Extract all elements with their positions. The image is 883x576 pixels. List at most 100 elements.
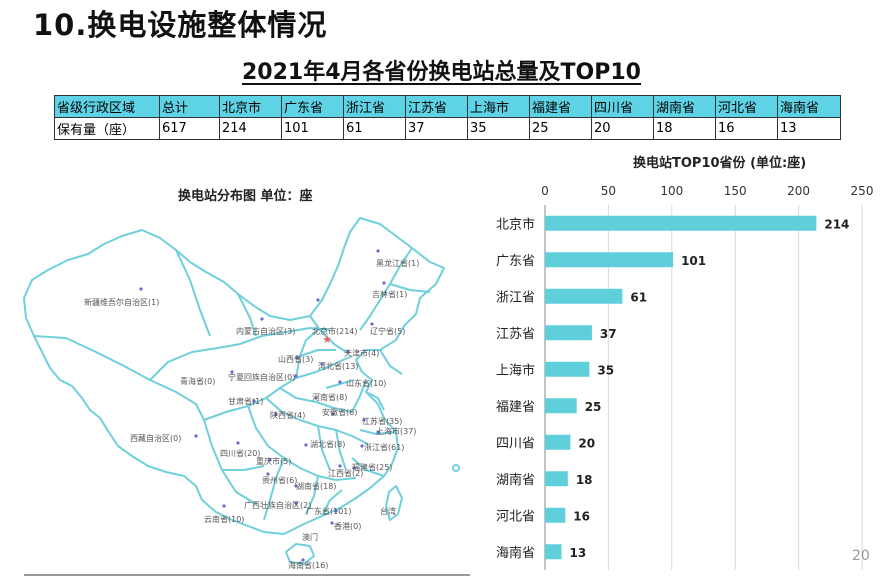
table-header-cell: 浙江省 — [343, 95, 406, 118]
data-label: 25 — [585, 400, 602, 414]
table-header-cell: 广东省 — [281, 95, 344, 118]
map-label: 广西壮族自治区(2) — [244, 500, 311, 510]
bar — [545, 544, 562, 560]
data-label: 20 — [578, 436, 595, 450]
x-tick-label: 50 — [601, 184, 616, 198]
map-label: 吉林省(1) — [372, 289, 407, 299]
map-label: 四川省(20) — [220, 448, 260, 458]
x-tick-label: 0 — [541, 184, 549, 198]
map-label: 西藏自治区(0) — [130, 433, 181, 443]
map-label: 河北省(13) — [318, 361, 358, 371]
map-label: 贵州省(6) — [262, 475, 297, 485]
data-label: 18 — [576, 473, 593, 487]
table-cell: 25 — [529, 117, 592, 140]
map-label: 河南省(8) — [312, 392, 347, 402]
bar — [545, 325, 592, 341]
map-labels: 黑龙江省(1) 吉林省(1) 新疆维吾尔自治区(1) 内蒙古自治区(3) 北京市… — [84, 258, 419, 570]
map-label: 湖北省(8) — [310, 439, 345, 449]
table-header-cell: 湖南省 — [653, 95, 716, 118]
table-header-cell: 四川省 — [591, 95, 654, 118]
y-tick-label: 湖南省 — [496, 472, 535, 488]
map-outline — [23, 217, 445, 565]
y-tick-label: 北京市 — [496, 216, 535, 232]
map-label: 宁夏回族自治区(0) — [228, 372, 295, 382]
beijing-star-icon: ★ — [322, 333, 332, 346]
bar — [545, 507, 566, 523]
table-header-cell: 福建省 — [529, 95, 592, 118]
table-cell: 617 — [159, 117, 220, 140]
data-label: 35 — [597, 363, 614, 377]
table-header-cell: 海南省 — [777, 95, 841, 118]
table-header-cell: 上海市 — [467, 95, 530, 118]
chart-title: 换电站TOP10省份 (单位:座) — [633, 156, 807, 171]
map-label: 青海省(0) — [180, 376, 215, 386]
x-tick-label: 200 — [787, 184, 810, 198]
y-tick-label: 江苏省 — [496, 326, 535, 342]
table-cell: 20 — [591, 117, 654, 140]
y-tick-label: 四川省 — [496, 436, 535, 451]
map-label: 山东省(10) — [346, 378, 386, 388]
data-label: 37 — [600, 327, 617, 341]
map-label: 浙江省(61) — [364, 442, 404, 452]
table-cell: 35 — [467, 117, 530, 140]
map-label: 黑龙江省(1) — [376, 258, 419, 268]
map-label: 山西省(3) — [278, 354, 313, 364]
data-label: 101 — [681, 254, 706, 268]
map-label: 澳门 — [302, 532, 318, 542]
bar — [545, 398, 577, 414]
data-label: 16 — [573, 509, 590, 523]
table-header-cell: 河北省 — [715, 95, 778, 118]
south-china-sea-islands — [452, 464, 460, 472]
map-title: 换电站分布图 单位：座 — [178, 189, 313, 204]
stats-table: 省级行政区域 总计 北京市 广东省 浙江省 江苏省 上海市 福建省 四川省 湖南… — [54, 95, 841, 140]
map-label: 台湾 — [380, 506, 396, 516]
map-label: 新疆维吾尔自治区(1) — [84, 297, 159, 307]
table-header-row: 省级行政区域 总计 北京市 广东省 浙江省 江苏省 上海市 福建省 四川省 湖南… — [54, 95, 841, 118]
data-label: 61 — [630, 290, 647, 304]
map-label: 福建省(25) — [352, 462, 392, 472]
table-cell: 37 — [405, 117, 468, 140]
data-label: 13 — [569, 546, 586, 560]
table-cell: 18 — [653, 117, 716, 140]
page-title: 10.换电设施整体情况 — [33, 8, 328, 42]
bar — [545, 288, 623, 304]
map-label: 江西省(2) — [328, 468, 363, 478]
map-label: 重庆市(5) — [256, 456, 291, 466]
map-label: 内蒙古自治区(3) — [236, 326, 295, 336]
page-number: 20 — [852, 548, 870, 564]
bar — [545, 361, 590, 377]
table-cell: 保有量（座） — [54, 117, 160, 140]
x-tick-label: 250 — [851, 184, 874, 198]
y-tick-label: 海南省 — [496, 545, 535, 561]
map-label: 海南省(16) — [288, 560, 328, 570]
map-label: 天津市(4) — [344, 348, 379, 358]
x-tick-label: 150 — [724, 184, 747, 198]
table-data-row: 保有量（座） 617 214 101 61 37 35 25 20 18 16 … — [54, 117, 841, 140]
table-header-cell: 江苏省 — [405, 95, 468, 118]
table-cell: 13 — [777, 117, 841, 140]
table-header-cell: 北京市 — [219, 95, 282, 118]
data-label: 214 — [824, 217, 849, 231]
bar — [545, 471, 568, 487]
map-label: 陕西省(4) — [270, 410, 305, 420]
x-tick-label: 100 — [660, 184, 683, 198]
y-tick-label: 浙江省 — [496, 290, 535, 305]
table-header-cell: 省级行政区域 — [54, 95, 160, 118]
y-tick-label: 河北省 — [496, 509, 535, 524]
map-label: 上海市(37) — [376, 426, 416, 436]
y-tick-label: 广东省 — [496, 254, 535, 269]
map-label: 云南省(10) — [204, 514, 244, 524]
bar — [545, 252, 674, 268]
map-label: 北京市(214) — [312, 326, 358, 336]
map-label: 湖南省(18) — [296, 481, 336, 491]
table-title: 2021年4月各省份换电站总量及TOP10 — [242, 60, 641, 85]
y-tick-label: 福建省 — [496, 400, 535, 415]
map-label: 香港(0) — [334, 521, 361, 531]
bar — [545, 215, 817, 231]
map-label: 甘肃省(1) — [228, 396, 263, 406]
y-tick-label: 上海市 — [496, 362, 535, 378]
table-header-cell: 总计 — [159, 95, 220, 118]
map-label: 安徽省(6) — [322, 407, 357, 417]
bar — [545, 434, 571, 450]
